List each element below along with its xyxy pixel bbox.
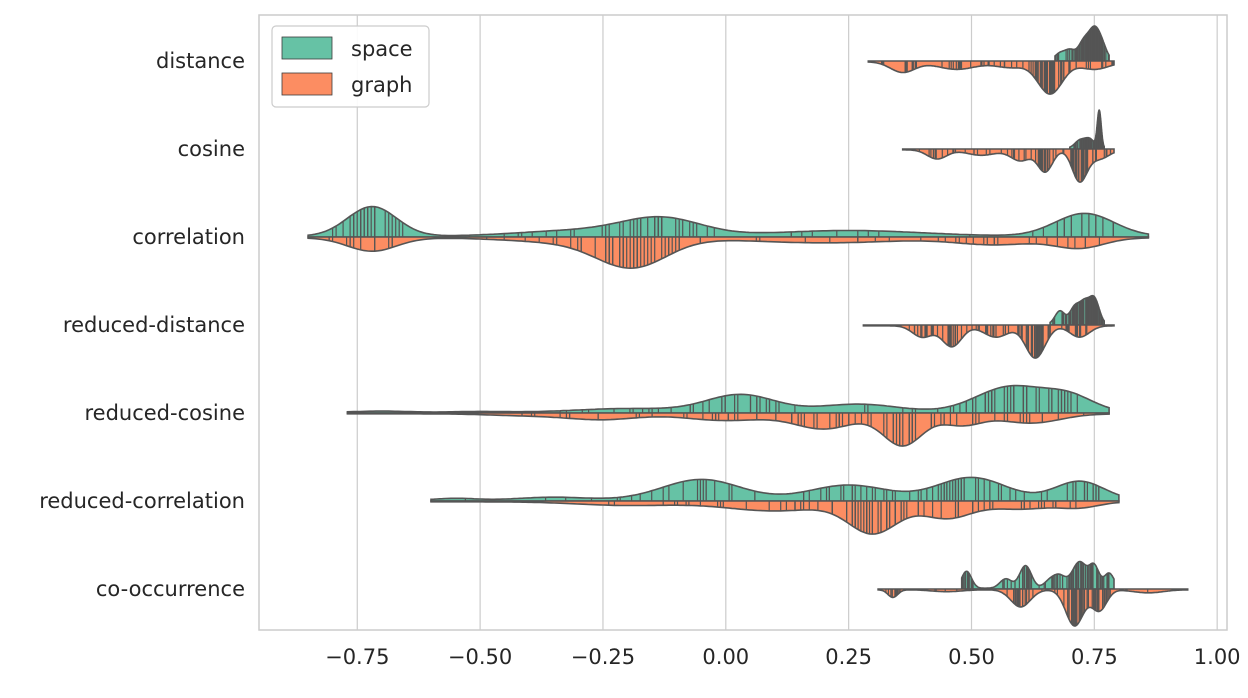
violins bbox=[307, 25, 1189, 627]
legend-label-graph: graph bbox=[351, 73, 412, 97]
y-tick-label: reduced-distance bbox=[63, 313, 245, 337]
x-tick-label: 0.00 bbox=[702, 645, 749, 669]
violin-outline bbox=[901, 148, 1115, 183]
violin-body bbox=[431, 501, 1119, 535]
violin-graph-reduced-cosine bbox=[346, 412, 1110, 447]
y-axis-ticks: distance cosine correlation reduced-distanc… bbox=[39, 49, 245, 601]
violin-outline bbox=[430, 500, 1120, 535]
legend-swatch-space bbox=[281, 36, 333, 60]
violin-space-co-occurrence bbox=[960, 560, 1115, 590]
violin-outline bbox=[346, 384, 1110, 414]
x-axis-ticks: −0.75 −0.50 −0.25 0.00 0.25 0.50 0.75 1.00 bbox=[325, 645, 1240, 669]
violin-space-correlation bbox=[307, 205, 1150, 238]
violin-outline bbox=[307, 236, 1150, 270]
violin-outline bbox=[307, 205, 1150, 238]
x-tick-label: 1.00 bbox=[1194, 645, 1241, 669]
violin-outline bbox=[1054, 25, 1110, 62]
legend-swatch-graph bbox=[281, 72, 333, 96]
violin-graph-reduced-correlation bbox=[430, 500, 1120, 535]
violin-outline bbox=[877, 588, 1189, 627]
violin-space-distance bbox=[1054, 25, 1110, 62]
violin-outline bbox=[960, 560, 1115, 590]
violin-outline bbox=[1049, 294, 1105, 326]
violin-graph-cosine bbox=[901, 148, 1115, 183]
violin-graph-reduced-distance bbox=[862, 324, 1115, 359]
violin-body bbox=[347, 413, 1110, 447]
x-tick-label: −0.50 bbox=[448, 645, 512, 669]
violin-graph-distance bbox=[867, 60, 1115, 95]
y-tick-label: distance bbox=[156, 49, 245, 73]
y-tick-label: cosine bbox=[178, 137, 245, 161]
x-tick-label: −0.75 bbox=[325, 645, 389, 669]
y-tick-label: correlation bbox=[132, 225, 245, 249]
violin-graph-correlation bbox=[307, 236, 1150, 270]
legend-label-space: space bbox=[351, 37, 413, 61]
y-tick-label: co-occurrence bbox=[96, 577, 245, 601]
violin-space-reduced-distance bbox=[1049, 294, 1105, 326]
y-tick-label: reduced-cosine bbox=[84, 401, 245, 425]
grid-lines bbox=[356, 15, 1218, 630]
x-tick-label: −0.25 bbox=[571, 645, 635, 669]
violin-graph-co-occurrence bbox=[877, 588, 1189, 627]
x-tick-label: 0.25 bbox=[825, 645, 872, 669]
plot-frame bbox=[258, 14, 1228, 631]
y-tick-label: reduced-correlation bbox=[39, 489, 245, 513]
violin-space-cosine bbox=[1069, 109, 1105, 150]
x-tick-label: 0.50 bbox=[948, 645, 995, 669]
violin-body bbox=[347, 385, 1110, 413]
violin-outline bbox=[346, 412, 1110, 447]
legend: space graph bbox=[271, 25, 430, 108]
violin-outline bbox=[430, 476, 1120, 502]
x-tick-label: 0.75 bbox=[1071, 645, 1118, 669]
violin-outline bbox=[1069, 109, 1105, 150]
violin-outline bbox=[862, 324, 1115, 359]
violin-space-reduced-correlation bbox=[430, 476, 1120, 502]
violin-space-reduced-cosine bbox=[346, 384, 1110, 414]
violin-outline bbox=[867, 60, 1115, 95]
